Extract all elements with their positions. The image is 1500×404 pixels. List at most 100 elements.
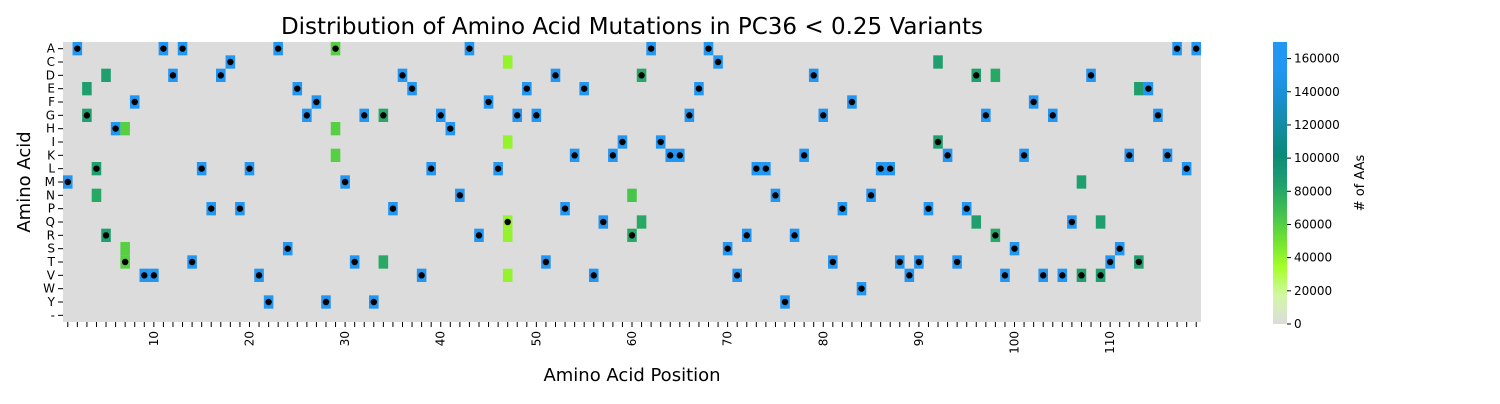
wildtype-dot-R-60 xyxy=(628,232,636,239)
wildtype-dot-D-108 xyxy=(1087,72,1095,79)
wildtype-dot-T-7 xyxy=(121,258,129,266)
colorbar-tick-label-80000: 80000 xyxy=(1294,184,1332,198)
wildtype-dot-V-99 xyxy=(1001,272,1009,279)
colorbar-tick-label-140000: 140000 xyxy=(1294,85,1340,99)
wildtype-dot-I-59 xyxy=(619,138,626,146)
colorbar-label: # of AAs xyxy=(1353,154,1368,211)
wildtype-dot-P-82 xyxy=(839,205,846,212)
wildtype-dot-K-58 xyxy=(609,152,617,159)
heatmap-cell-I-47 xyxy=(502,135,513,149)
wildtype-dots-layer xyxy=(64,45,1200,306)
wildtype-dot-T-110 xyxy=(1106,258,1114,266)
wildtype-dot-V-107 xyxy=(1078,272,1085,279)
heatmap-cell-M-107 xyxy=(1076,175,1087,189)
wildtype-dot-V-9 xyxy=(141,272,148,279)
y-tick-label-W: W xyxy=(43,282,55,296)
wildtype-dot-F-83 xyxy=(848,98,856,106)
y-tick-label--: - xyxy=(51,308,55,322)
wildtype-dot-L-74 xyxy=(762,165,770,172)
heatmap-cell-C-47 xyxy=(502,55,513,69)
y-tick-label-T: T xyxy=(47,255,56,269)
colorbar-tick-label-60000: 60000 xyxy=(1294,217,1332,231)
wildtype-dot-T-113 xyxy=(1135,258,1143,266)
wildtype-dot-M-30 xyxy=(341,178,349,186)
colorbar-tick-label-120000: 120000 xyxy=(1294,118,1340,132)
wildtype-dot-P-91 xyxy=(925,205,932,212)
wildtype-dot-F-45 xyxy=(485,98,492,106)
wildtype-dot-V-89 xyxy=(906,272,913,279)
y-axis-label: Amino Acid xyxy=(14,131,35,232)
heatmap-cell-T-34 xyxy=(378,255,389,269)
wildtype-dot-V-109 xyxy=(1097,272,1104,279)
y-tick-label-R: R xyxy=(47,228,55,242)
wildtype-dot-F-8 xyxy=(131,98,138,106)
wildtype-dot-V-56 xyxy=(590,272,597,279)
y-tick-label-V: V xyxy=(47,268,56,282)
x-tick-label-60: 60 xyxy=(625,331,639,346)
wildtype-dot-A-62 xyxy=(647,45,655,52)
wildtype-dot-L-73 xyxy=(753,165,760,172)
wildtype-dot-V-71 xyxy=(733,272,741,279)
wildtype-dot-D-96 xyxy=(973,72,980,79)
wildtype-dot-T-90 xyxy=(915,258,923,266)
heatmap-cell-S-7 xyxy=(120,242,130,256)
wildtype-dot-C-18 xyxy=(227,58,234,66)
wildtype-dot-A-2 xyxy=(74,45,81,52)
wildtype-dot-K-64 xyxy=(667,152,674,159)
x-tick-label-50: 50 xyxy=(529,331,543,346)
wildtype-dot-G-66 xyxy=(686,112,693,119)
wildtype-dot-G-80 xyxy=(820,112,827,119)
wildtype-dot-F-102 xyxy=(1030,98,1037,106)
heatmap-cell-D-5 xyxy=(101,68,111,82)
wildtype-dot-E-114 xyxy=(1145,85,1152,92)
wildtype-dot-G-97 xyxy=(982,112,990,119)
wildtype-dot-P-53 xyxy=(561,205,569,212)
wildtype-dot-R-77 xyxy=(791,232,798,239)
wildtype-dot-N-42 xyxy=(456,192,464,199)
wildtype-dot-Y-76 xyxy=(781,298,789,306)
y-tick-label-S: S xyxy=(47,242,55,256)
wildtype-dot-P-35 xyxy=(389,205,397,212)
wildtype-dot-G-26 xyxy=(303,112,311,119)
wildtype-dot-H-6 xyxy=(112,125,119,132)
y-tick-label-M: M xyxy=(45,175,55,189)
x-tick-label-40: 40 xyxy=(434,331,448,346)
y-tick-label-Y: Y xyxy=(47,295,56,309)
wildtype-dot-G-50 xyxy=(533,112,540,119)
y-tick-label-N: N xyxy=(46,188,55,202)
wildtype-dot-S-70 xyxy=(724,245,731,252)
wildtype-dot-G-3 xyxy=(83,112,91,119)
wildtype-dot-L-46 xyxy=(494,165,502,172)
heatmap-cell-N-4 xyxy=(91,188,102,202)
wildtype-dot-R-5 xyxy=(102,232,110,239)
wildtype-dot-S-111 xyxy=(1116,245,1123,252)
wildtype-dot-G-34 xyxy=(380,112,387,119)
wildtype-dot-K-112 xyxy=(1126,152,1133,159)
wildtype-dot-Q-47 xyxy=(504,218,511,226)
heatmap-cell-D-98 xyxy=(990,68,1001,82)
wildtype-dot-H-41 xyxy=(447,125,454,132)
wildtype-dot-K-101 xyxy=(1020,152,1028,159)
wildtype-dot-E-25 xyxy=(294,85,301,92)
wildtype-dot-A-68 xyxy=(705,45,712,52)
wildtype-dot-A-43 xyxy=(466,45,473,52)
y-tick-label-E: E xyxy=(47,82,55,96)
wildtype-dot-D-52 xyxy=(552,72,559,79)
wildtype-dot-Y-28 xyxy=(322,298,330,306)
wildtype-dot-A-13 xyxy=(179,45,186,52)
wildtype-dot-T-94 xyxy=(953,258,961,266)
heatmap-cell-E-113 xyxy=(1134,82,1144,96)
wildtype-dot-D-17 xyxy=(217,72,224,79)
wildtype-dot-T-81 xyxy=(829,258,837,266)
x-axis-label: Amino Acid Position xyxy=(543,365,720,386)
wildtype-dot-T-31 xyxy=(351,258,358,266)
wildtype-dot-G-48 xyxy=(514,112,521,119)
wildtype-dot-M-1 xyxy=(64,178,71,186)
wildtype-dot-V-21 xyxy=(255,272,263,279)
wildtype-dot-L-118 xyxy=(1183,165,1190,172)
wildtype-dot-P-16 xyxy=(208,205,215,212)
wildtype-dot-K-93 xyxy=(944,152,951,159)
x-tick-label-90: 90 xyxy=(912,331,926,346)
